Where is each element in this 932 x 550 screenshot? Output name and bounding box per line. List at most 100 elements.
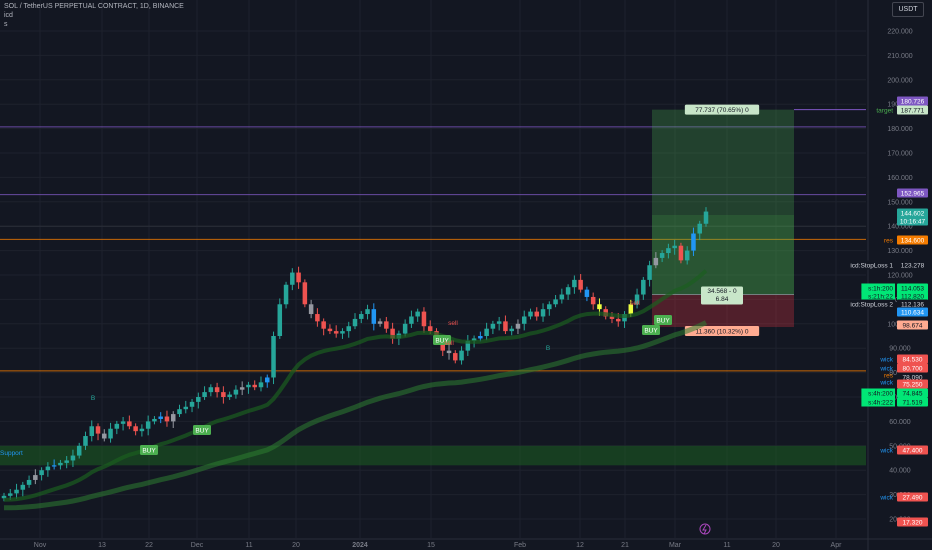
- price-tag-text: 144.602: [901, 210, 925, 217]
- x-tick-label: 20: [772, 542, 780, 549]
- x-tick-label: 20: [292, 542, 300, 549]
- candle-body: [465, 340, 471, 351]
- side-label-bg: [861, 397, 895, 407]
- candle-body: [647, 265, 652, 280]
- y-tick-label: 210.000: [887, 53, 912, 60]
- side-label: s:1h:200: [868, 285, 893, 292]
- side-label-bg: [861, 388, 895, 398]
- price-tag-text: 74.845: [903, 390, 923, 397]
- y-tick-label: 140.000: [887, 224, 912, 231]
- candle-body: [478, 336, 483, 339]
- buy-signal-bg: [433, 335, 451, 345]
- x-tick-label: 21: [621, 542, 629, 549]
- buy-signal-bg: [654, 315, 672, 325]
- candle-body: [409, 316, 414, 324]
- price-tag-text: 78.090: [903, 374, 923, 381]
- candle-body: [277, 304, 283, 336]
- price-tag: [897, 260, 928, 270]
- price-tag: [897, 388, 928, 398]
- lightning-icon-glyph: [702, 524, 707, 535]
- y-tick-label: 180.000: [887, 126, 912, 133]
- candle-body: [653, 257, 659, 266]
- side-label: res: [884, 372, 894, 379]
- x-tick-label: 12: [576, 542, 584, 549]
- candle-body: [553, 299, 558, 305]
- candle-body: [691, 233, 696, 251]
- price-tag: [897, 216, 928, 226]
- candle-body: [296, 272, 301, 283]
- signal-marker: sell: [630, 300, 640, 307]
- price-tag-text: 180.726: [901, 98, 925, 105]
- price-tag: [897, 354, 928, 364]
- x-tick-label: 13: [98, 542, 106, 549]
- price-tag: [897, 445, 928, 455]
- support-zone: [0, 445, 866, 466]
- center-label-bg: [701, 286, 743, 305]
- candle-body: [503, 321, 508, 332]
- signal-marker: sell: [444, 340, 454, 347]
- candle-body: [145, 421, 151, 429]
- candle-body: [547, 304, 552, 310]
- price-tag-text: 134.600: [901, 237, 925, 244]
- candle-body: [120, 421, 126, 424]
- lightning-icon: [699, 523, 711, 535]
- candle-body: [283, 284, 289, 305]
- price-tag: [897, 379, 928, 389]
- candle-body: [446, 350, 452, 354]
- x-tick-label: Feb: [514, 542, 526, 549]
- candle-body: [421, 311, 427, 327]
- side-label: wick: [879, 447, 893, 454]
- price-tag: [897, 299, 928, 309]
- support-label: Support: [0, 450, 23, 457]
- candle-body: [340, 331, 345, 334]
- candle-body: [471, 338, 477, 341]
- candle-body: [26, 479, 32, 485]
- price-tag: [897, 517, 928, 527]
- price-tag: [897, 188, 928, 198]
- candle-body: [108, 428, 113, 439]
- price-tag: [897, 96, 928, 106]
- side-label: s:4h:200: [868, 390, 893, 397]
- candle-body: [227, 394, 232, 397]
- price-tag-text: 71.519: [903, 399, 923, 406]
- price-tag-text: 187.771: [901, 107, 925, 114]
- price-tag-text: 123.278: [901, 262, 925, 269]
- candle-body: [609, 316, 615, 319]
- candle-body: [33, 475, 38, 480]
- y-tick-label: 170.000: [887, 151, 912, 158]
- candle-body: [584, 289, 590, 297]
- x-tick-label: 11: [245, 542, 252, 549]
- candle-body: [1, 495, 7, 499]
- candle-body: [528, 311, 533, 317]
- price-tag-text: 110.634: [901, 309, 924, 316]
- buy-signal: BUY: [644, 327, 658, 334]
- price-tag: [897, 320, 928, 330]
- currency-button[interactable]: USDT: [892, 2, 924, 17]
- stop-label: 11.360 (10.32%) 0: [696, 328, 749, 335]
- candle-body: [14, 489, 19, 494]
- candle-body: [521, 316, 527, 324]
- candle-body: [628, 304, 634, 315]
- candle-body: [515, 323, 521, 329]
- candle-body: [258, 382, 264, 388]
- candle-body: [189, 401, 195, 407]
- candle-body: [333, 331, 339, 334]
- candle-body: [127, 421, 132, 427]
- y-tick-label: 150.000: [887, 199, 912, 206]
- candle-body: [384, 321, 389, 329]
- candle-body: [39, 470, 44, 476]
- candle-body: [208, 387, 214, 393]
- side-label-bg: [861, 283, 895, 293]
- candle-body: [697, 223, 702, 234]
- filled-zone: [652, 214, 794, 295]
- price-tag-text: 98.674: [903, 322, 923, 329]
- buy-signal: BUY: [195, 427, 209, 434]
- candle-body: [302, 282, 308, 305]
- candle-body: [572, 279, 577, 288]
- y-tick-label: 40.000: [889, 468, 911, 475]
- price-tag-text: 112.820: [901, 293, 924, 300]
- fast-ma-band: [3, 269, 708, 502]
- candle-body: [290, 272, 295, 285]
- price-tag: [897, 397, 928, 407]
